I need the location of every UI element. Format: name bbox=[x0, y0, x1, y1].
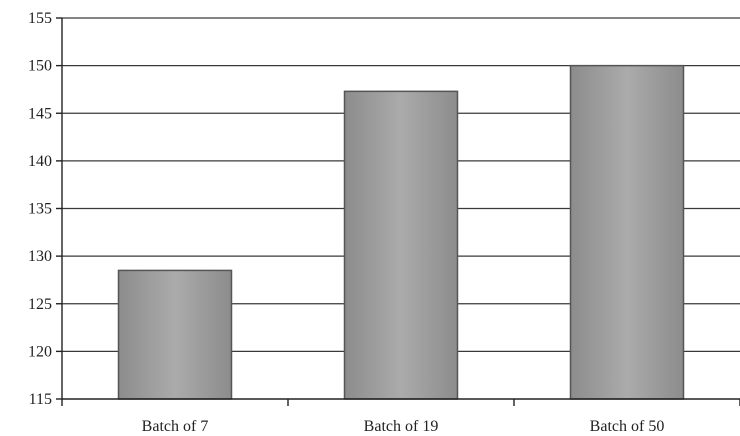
x-category-label: Batch of 7 bbox=[142, 418, 209, 435]
bar-batch-of-50 bbox=[569, 64, 685, 400]
x-category-label: Batch of 19 bbox=[364, 418, 439, 435]
x-category-label: Batch of 50 bbox=[590, 418, 665, 435]
labels: 115 120 125 130 135 140 145 150 155 Batch of 7 Bat… bbox=[28, 10, 664, 435]
bar-batch-of-7 bbox=[117, 269, 233, 400]
y-tick-label: 130 bbox=[28, 248, 52, 265]
axes bbox=[56, 17, 740, 406]
y-tick-label: 150 bbox=[28, 58, 52, 75]
y-tick-label: 125 bbox=[28, 296, 52, 313]
y-tick-label: 145 bbox=[28, 105, 52, 122]
bar-batch-of-19 bbox=[343, 90, 459, 400]
y-tick-label: 155 bbox=[28, 10, 52, 27]
y-tick-label: 115 bbox=[29, 391, 52, 408]
y-tick-label: 120 bbox=[28, 343, 52, 360]
bars bbox=[117, 64, 685, 400]
y-tick-label: 140 bbox=[28, 153, 52, 170]
y-tick-label: 135 bbox=[28, 201, 52, 218]
